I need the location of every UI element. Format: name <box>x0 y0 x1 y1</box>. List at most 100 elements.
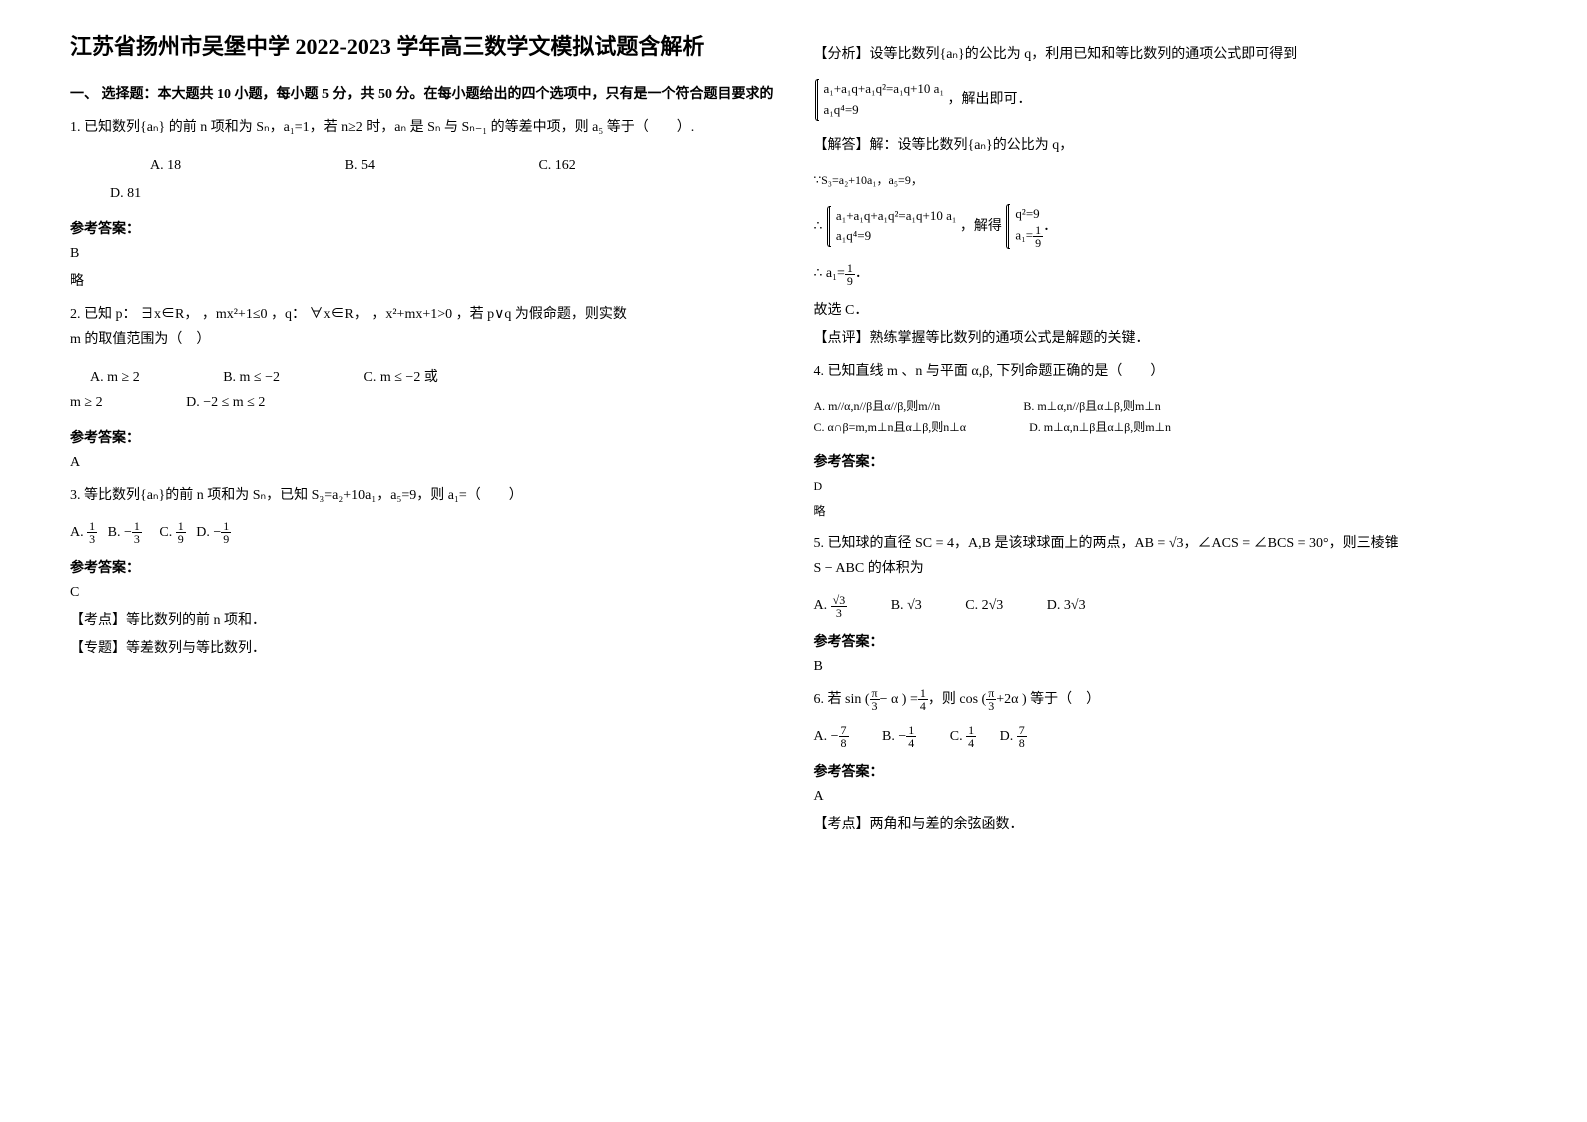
q5-m3: ， <box>1184 536 1198 551</box>
question-3: 3. 等比数列{aₙ}的前 n 项和为 Sₙ，已知 S₃=a₂+10a₁，a₅=… <box>70 483 774 508</box>
q3-choose: 故选 C． <box>814 299 1518 319</box>
q4-answer-label: 参考答案： <box>814 451 1518 471</box>
frac-d: 3 <box>831 607 848 619</box>
analysis-text: 设等比数列{aₙ}的公比为 q，利用已知和等比数列的通项公式即可得到 <box>870 47 1298 62</box>
q1-optA: A. 18 <box>150 152 181 180</box>
q2-oA: m ≥ 2 <box>107 370 140 385</box>
q5-oD: 3√3 <box>1064 598 1086 613</box>
q1-t5: 是 <box>406 120 427 135</box>
q6-oB-pre: B. <box>882 729 898 744</box>
q6-end: 等于（ ） <box>1027 692 1101 707</box>
q5-oB-pre: B. <box>891 598 907 613</box>
q6-cos: cos ( <box>959 692 986 707</box>
q4-oB-pre: B. <box>1023 399 1037 413</box>
q5-ang: ∠ACS = ∠BCS = 30° <box>1198 536 1329 551</box>
q1-t7: 的等差中项，则 <box>487 120 592 135</box>
q6-pi3b: π3 <box>986 687 996 712</box>
q2-oD-pre: D. <box>186 395 203 410</box>
q5-m2: 是该球球面上的两点， <box>991 536 1135 551</box>
frac-d: 3 <box>87 533 97 545</box>
q4-oD: m⊥α,n⊥β且α⊥β,则m⊥n <box>1044 420 1171 434</box>
q6-f14C: 14 <box>966 724 976 749</box>
solve-label: 【解答】 <box>814 138 870 153</box>
q6-ma: − α ) = <box>880 692 918 707</box>
a1eq: a₁= <box>1015 228 1033 243</box>
q3-brace1: a₁+a₁q+a₁q²=a₁q+10 a₁ a₁q⁴=9 ，解出即可． <box>814 79 1518 121</box>
question-4: 4. 已知直线 m 、n 与平面 α,β, 下列命题正确的是（ ） <box>814 359 1518 384</box>
q3-answer-label: 参考答案： <box>70 557 774 577</box>
frac-d: 9 <box>221 533 231 545</box>
q6-f14B: 14 <box>906 724 916 749</box>
q3-because: ∵S₃=a₂+10a₁，a₅=9， <box>814 170 1518 192</box>
frac-d: 4 <box>906 737 916 749</box>
q1-optD: D. 81 <box>110 180 141 208</box>
q6-oD-pre: D. <box>1000 729 1017 744</box>
q2-options: A. m ≥ 2 B. m ≤ −2 C. m ≤ −2 或 m ≥ 2 D. … <box>70 365 774 415</box>
q5-ablen: AB = √3 <box>1134 536 1183 551</box>
q6-p2a: +2α ) <box>996 692 1026 707</box>
frac-d: 9 <box>1033 237 1043 249</box>
q3-therefore: ∴ a₁+a₁q+a₁q²=a₁q+10 a₁ a₁q⁴=9 ，解得 q²=9 … <box>814 204 1518 250</box>
a1eq2: a₁= <box>826 266 845 281</box>
q5-m4: ，则三棱锥 <box>1329 536 1399 551</box>
q4-answer: D <box>814 479 1518 494</box>
comment-label: 【点评】 <box>814 331 870 346</box>
q5-oA-pre: A. <box>814 598 831 613</box>
frac-d: 9 <box>176 533 186 545</box>
q3-answer: C <box>70 585 774 601</box>
q3-fracC: 19 <box>176 520 186 545</box>
q1-t2: 的前 n 项和为 <box>165 120 256 135</box>
q2-answer: A <box>70 455 774 471</box>
q2-oC2: m ≥ 2 <box>70 395 103 410</box>
q2-m2: ，若 <box>456 307 488 322</box>
q1-sn: Sₙ <box>256 120 269 135</box>
q3-oA-pre: A. <box>70 525 87 540</box>
q6-answer: A <box>814 789 1518 805</box>
frac-n: 1 <box>845 262 855 275</box>
q2-exist: ∃x∈R <box>140 307 184 322</box>
q3-options: A. 13 B. −13 C. 19 D. −19 <box>70 520 774 545</box>
frac19: 19 <box>1033 224 1043 249</box>
q5-m1: ， <box>954 536 968 551</box>
frac-d: 3 <box>132 533 142 545</box>
frac-d: 3 <box>986 700 996 712</box>
frac-d: 9 <box>845 275 855 287</box>
q6-options: A. −78 B. −14 C. 14 D. 78 <box>814 724 1518 749</box>
q4-m: m <box>887 364 898 379</box>
period: ． <box>1043 219 1057 234</box>
q6-f14: 14 <box>918 687 928 712</box>
brace-icon: q²=9 a₁=19 <box>1008 204 1043 250</box>
q6-m1: ，则 <box>928 692 960 707</box>
question-2: 2. 已知 p： ∃x∈R， ，mx²+1≤0 ，q： ∀x∈R， ，x²+mx… <box>70 302 774 352</box>
therefore2: ∴ <box>814 266 826 281</box>
q5-oC-pre: C. <box>965 598 981 613</box>
q1-a5: a₅ <box>592 120 603 135</box>
q1-t4: ，若 n≥2 时， <box>310 120 395 135</box>
brace3-l2: a₁=19 <box>1015 224 1043 249</box>
q4-brief: 略 <box>814 502 1518 519</box>
q2-m3: 为假命题，则实数 <box>515 307 627 322</box>
q1-optB: B. 54 <box>345 152 375 180</box>
page-title: 江苏省扬州市吴堡中学 2022-2023 学年高三数学文模拟试题含解析 <box>70 30 774 63</box>
q2-c2: ，x²+mx+1>0 <box>371 307 452 322</box>
q4-m1: 与平面 <box>922 364 971 379</box>
negA: − <box>831 729 839 744</box>
q1-a1: a₁=1 <box>284 120 310 135</box>
q6-tag1: 【考点】两角和与差的余弦函数． <box>814 813 1518 833</box>
solve-pre: 解：设等比数列{aₙ}的公比为 q， <box>870 138 1074 153</box>
q4-oC: α∩β=m,m⊥n且α⊥β,则n⊥α <box>828 420 967 434</box>
frac-d: 4 <box>918 700 928 712</box>
q6-f78D: 78 <box>1017 724 1027 749</box>
brace2-l2: a₁q⁴=9 <box>836 226 957 247</box>
q1-an2: aₙ <box>394 120 406 135</box>
q6-oC-pre: C. <box>950 729 966 744</box>
q5-options: A. √33 B. √3 C. 2√3 D. 3√3 <box>814 593 1518 618</box>
q5-fracA: √33 <box>831 594 848 619</box>
period2: ． <box>855 266 869 281</box>
q3-fracD: 19 <box>221 520 231 545</box>
brace1-l1: a₁+a₁q+a₁q²=a₁q+10 a₁ <box>824 79 945 100</box>
q2-pvq: p∨q <box>487 307 511 322</box>
therefore: ∴ <box>814 219 823 234</box>
brace3-l1: q²=9 <box>1015 204 1043 225</box>
q6-f78A: 78 <box>839 724 849 749</box>
